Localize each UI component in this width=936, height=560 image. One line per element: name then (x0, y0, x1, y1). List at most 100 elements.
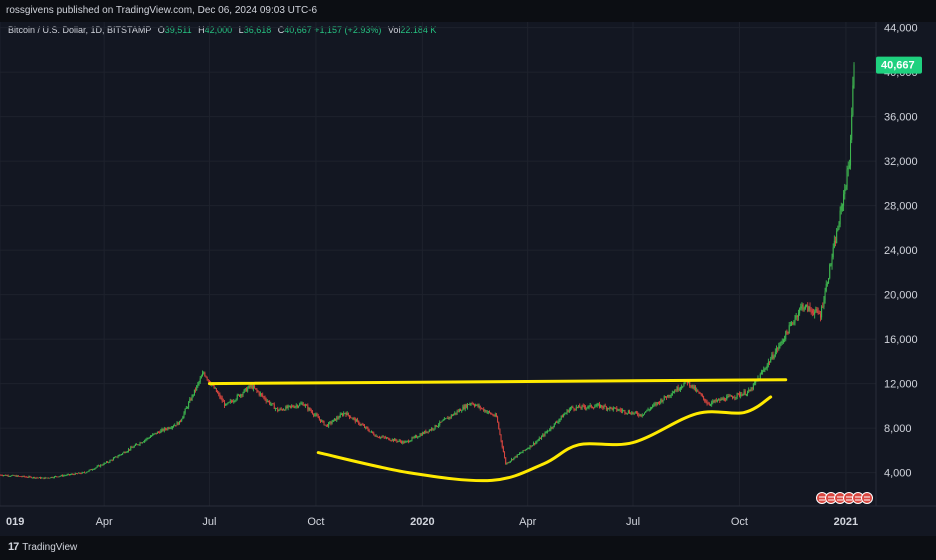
candle (195, 387, 197, 393)
last-price-badge-text: 40,667 (881, 60, 915, 72)
candle (579, 403, 581, 408)
candle (487, 410, 489, 415)
candle (53, 476, 55, 479)
tradingview-brand[interactable]: 17 TradingView (8, 541, 77, 553)
candle (90, 468, 92, 471)
candle (836, 228, 838, 244)
time-tick-label: Jul (626, 516, 640, 528)
price-tick-label: 28,000 (884, 201, 918, 213)
candle (374, 434, 376, 437)
candle (683, 382, 685, 387)
candle (711, 400, 713, 407)
candle (778, 342, 780, 351)
candle (170, 425, 172, 430)
candle (544, 431, 546, 437)
price-tick-label: 32,000 (884, 156, 918, 168)
candle (653, 402, 655, 408)
candle (301, 401, 303, 406)
candle (719, 398, 721, 403)
candle (679, 386, 681, 393)
candle (799, 307, 801, 316)
candle (573, 407, 575, 412)
price-chart[interactable]: 4,000 8,000 12,000 16,000 20,000 24,000 28,000… (0, 22, 936, 536)
candle (668, 394, 670, 399)
candle (261, 393, 263, 397)
candle (298, 405, 300, 409)
candle (58, 476, 60, 478)
candle (220, 395, 222, 400)
candle (484, 409, 486, 413)
candle (659, 400, 661, 406)
symbol-label[interactable]: Bitcoin / U.S. Dollar, 1D, BITSTAMP (8, 25, 152, 35)
candle (36, 476, 38, 479)
candle (382, 434, 384, 438)
candle (117, 455, 119, 459)
candle (241, 393, 243, 398)
candle (710, 403, 712, 407)
candle (95, 467, 97, 469)
candle (347, 412, 349, 417)
candle (82, 472, 84, 474)
candle (528, 447, 530, 450)
candle (605, 405, 607, 411)
candle (352, 417, 354, 421)
candle (818, 310, 820, 315)
us-flag-event-icon[interactable] (852, 492, 864, 504)
candle (490, 412, 492, 415)
candle (552, 425, 554, 430)
chart-grid (0, 22, 876, 506)
time-tick-label: 019 (6, 516, 24, 528)
candle (787, 331, 789, 335)
us-flag-event-icon[interactable] (861, 492, 873, 504)
candle (576, 406, 578, 409)
candle (608, 407, 610, 410)
candle (456, 409, 458, 415)
candle (100, 464, 102, 468)
candle (530, 445, 532, 448)
candle (130, 445, 132, 451)
candle (782, 338, 784, 344)
candle (713, 399, 715, 404)
candle (848, 159, 850, 170)
candle (61, 474, 63, 477)
brand-name: TradingView (22, 541, 78, 553)
low-label: L (238, 25, 244, 35)
time-axis: 019 Apr Jul Oct 2020 Apr Jul Oct 2021 (6, 516, 858, 528)
candle (634, 411, 636, 414)
candle (505, 457, 507, 465)
candle (475, 403, 477, 407)
candle (141, 442, 143, 444)
resistance-trendline[interactable] (207, 378, 788, 386)
candle (667, 394, 669, 398)
cup-curve-drawing[interactable] (316, 395, 773, 483)
candle (681, 384, 683, 390)
candle (147, 437, 149, 440)
candle (38, 477, 40, 479)
high-value: 42,000 (204, 25, 233, 35)
candle (206, 376, 208, 381)
candle (822, 302, 824, 309)
candle (730, 394, 732, 397)
candle (269, 400, 271, 406)
candle (595, 403, 597, 407)
candle (741, 391, 743, 397)
candle (258, 391, 260, 397)
candle (137, 444, 139, 446)
candle (669, 394, 671, 398)
candle (834, 236, 836, 247)
candle (75, 472, 77, 474)
candle (551, 426, 553, 430)
candle (414, 434, 416, 439)
candle (43, 477, 45, 480)
candle (795, 313, 797, 321)
candle (641, 413, 643, 418)
candle (293, 404, 295, 409)
candle (18, 475, 20, 477)
candle (215, 388, 217, 393)
us-flag-event-icon[interactable] (843, 492, 855, 504)
candle (411, 436, 413, 442)
candle (277, 406, 279, 413)
candle (105, 460, 107, 464)
candle (578, 405, 580, 409)
candle (677, 384, 679, 392)
